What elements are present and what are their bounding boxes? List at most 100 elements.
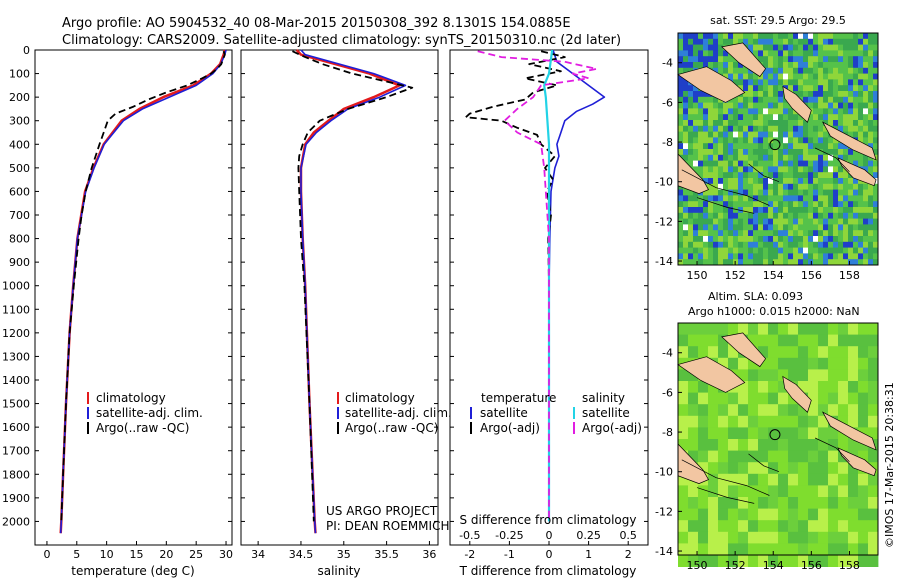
heatmap-cell [708, 323, 719, 335]
heatmap-cell [783, 102, 789, 109]
heatmap-cell [713, 195, 719, 202]
heatmap-cell [703, 224, 709, 231]
heatmap-cell [788, 357, 799, 370]
heatmap-cell [863, 259, 869, 266]
heatmap-cell [803, 183, 809, 190]
heatmap-cell [748, 91, 754, 98]
heatmap-cell [788, 195, 794, 202]
heatmap-cell [808, 56, 814, 63]
land-mass [782, 85, 812, 123]
heatmap-cell [698, 212, 704, 219]
heatmap-cell [843, 38, 849, 45]
heatmap-cell [763, 50, 769, 57]
heatmap-cell [828, 253, 834, 260]
heatmap-cell [683, 241, 689, 248]
heatmap-cell [773, 230, 779, 237]
heatmap-cell [683, 247, 689, 254]
heatmap-cell [778, 439, 789, 451]
heatmap-cell [793, 56, 799, 63]
heatmap-cell [688, 62, 694, 69]
heatmap-cell [738, 195, 744, 202]
land-mass [837, 447, 877, 477]
heatmap-cell [838, 62, 844, 69]
heatmap-cell [818, 183, 824, 190]
x-tick-label: 10 [100, 548, 114, 561]
heatmap-cell [788, 224, 794, 231]
heatmap-cell [708, 154, 714, 161]
heatmap-cell [743, 114, 749, 121]
heatmap-cell [713, 114, 719, 121]
heatmap-cell [858, 392, 869, 405]
heatmap-cell [703, 62, 709, 69]
heatmap-cell [848, 207, 854, 214]
heatmap-cell [843, 62, 849, 69]
heatmap-cell [698, 120, 704, 127]
heatmap-cell [833, 73, 839, 80]
heatmap-cell [738, 62, 744, 69]
heatmap-cell [863, 91, 869, 98]
heatmap-cell [853, 236, 859, 243]
heatmap-cell [848, 404, 859, 417]
heatmap-cell [768, 178, 774, 185]
heatmap-cell [798, 381, 809, 393]
heatmap-cell [783, 143, 789, 150]
heatmap-cell [783, 73, 789, 80]
heatmap-cell [873, 62, 879, 69]
heatmap-cell [718, 357, 729, 370]
heatmap-cell [798, 44, 804, 51]
heatmap-cell [868, 224, 874, 231]
heatmap-cell [758, 50, 764, 57]
heatmap-cell [798, 207, 804, 214]
heatmap-cell [848, 381, 859, 393]
heatmap-cell [678, 224, 684, 231]
heatmap-cell [718, 149, 724, 156]
heatmap-cell [778, 450, 789, 463]
heatmap-cell [848, 56, 854, 63]
heatmap-cell [863, 189, 869, 196]
heatmap-cell [853, 79, 859, 86]
heatmap-cell [853, 38, 859, 45]
heatmap-cell [723, 241, 729, 248]
heatmap-cell [813, 131, 819, 138]
heatmap-cell [828, 62, 834, 69]
heatmap-cell [723, 183, 729, 190]
heatmap-cell [823, 212, 829, 219]
heatmap-cell [823, 247, 829, 254]
heatmap-cell [768, 450, 779, 463]
heatmap-cell [678, 120, 684, 127]
heatmap-cell [838, 346, 849, 359]
heatmap-cell [758, 473, 769, 486]
heatmap-cell [748, 555, 759, 567]
heatmap-cell [858, 230, 864, 237]
heatmap-cell [678, 102, 684, 109]
heatmap-cell [828, 218, 834, 225]
heatmap-cell [808, 427, 819, 440]
heatmap-cell [758, 497, 769, 509]
heatmap-cell [683, 154, 689, 161]
heatmap-cell [688, 218, 694, 225]
heatmap-cell [823, 44, 829, 51]
heatmap-cell [873, 149, 879, 156]
heatmap-cell [788, 207, 794, 214]
heatmap-cell [853, 120, 859, 127]
heatmap-cell [823, 79, 829, 86]
heatmap-cell [818, 473, 829, 486]
heatmap-cell [728, 143, 734, 150]
heatmap-cell [833, 189, 839, 196]
heatmap-cell [828, 427, 839, 440]
heatmap-cell [718, 50, 724, 57]
heatmap-cell [823, 207, 829, 214]
heatmap-cell [813, 91, 819, 98]
heatmap-cell [778, 236, 784, 243]
heatmap-cell [838, 114, 844, 121]
heatmap-cell [758, 230, 764, 237]
heatmap-cell [853, 218, 859, 225]
heatmap-cell [853, 247, 859, 254]
heatmap-cell [803, 85, 809, 92]
heatmap-cell [798, 154, 804, 161]
heatmap-cell [873, 38, 879, 45]
heatmap-cell [698, 520, 709, 533]
heatmap-cell [838, 531, 849, 544]
heatmap-cell [868, 323, 879, 335]
heatmap-cell [713, 120, 719, 127]
